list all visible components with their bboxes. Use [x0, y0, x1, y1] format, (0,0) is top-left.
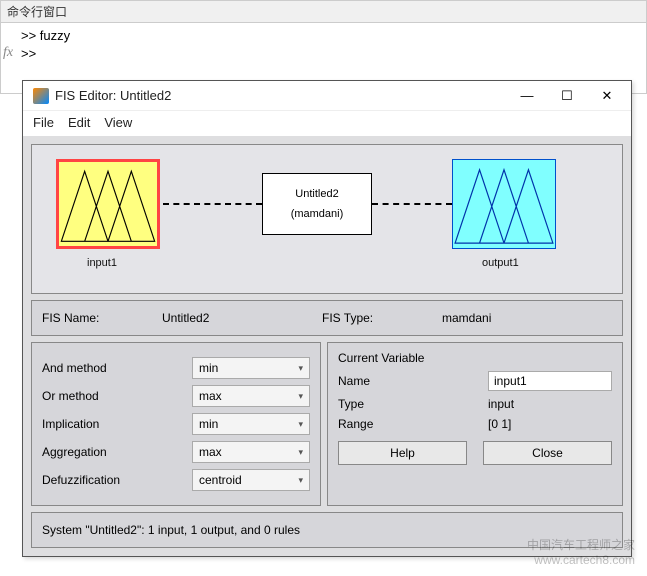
- connector-line: [163, 203, 262, 205]
- defuzz-label: Defuzzification: [42, 473, 192, 487]
- output-label: output1: [482, 257, 519, 269]
- menu-view[interactable]: View: [104, 115, 132, 130]
- var-type-label: Type: [338, 397, 488, 411]
- help-button[interactable]: Help: [338, 441, 467, 465]
- aggregation-label: Aggregation: [42, 445, 192, 459]
- defuzz-value: centroid: [199, 473, 242, 487]
- status-bar: System "Untitled2": 1 input, 1 output, a…: [31, 512, 623, 548]
- window-title: FIS Editor: Untitled2: [55, 88, 507, 103]
- chevron-down-icon: ▾: [298, 391, 303, 402]
- or-method-label: Or method: [42, 389, 192, 403]
- var-range-label: Range: [338, 417, 488, 431]
- implication-value: min: [199, 417, 218, 431]
- chevron-down-icon: ▾: [298, 363, 303, 374]
- and-method-label: And method: [42, 361, 192, 375]
- aggregation-value: max: [199, 445, 222, 459]
- command-window-title: 命令行窗口: [1, 1, 646, 23]
- fis-type-value: mamdani: [442, 311, 602, 325]
- or-method-select[interactable]: max ▾: [192, 385, 310, 407]
- chevron-down-icon: ▾: [298, 475, 303, 486]
- close-button[interactable]: Close: [483, 441, 612, 465]
- var-range-value: [0 1]: [488, 417, 511, 431]
- chevron-down-icon: ▾: [298, 419, 303, 430]
- client-area: Untitled2 (mamdani) input1 output1 FIS N…: [23, 136, 631, 556]
- fis-type-label: FIS Type:: [322, 311, 442, 325]
- minimize-button[interactable]: —: [507, 81, 547, 111]
- chevron-down-icon: ▾: [298, 447, 303, 458]
- menubar: File Edit View: [23, 111, 631, 136]
- rules-type: (mamdani): [291, 208, 344, 220]
- menu-file[interactable]: File: [33, 115, 54, 130]
- cmd-line: >> fuzzy: [21, 27, 638, 45]
- or-method-value: max: [199, 389, 222, 403]
- connector-line: [372, 203, 452, 205]
- and-method-select[interactable]: min ▾: [192, 357, 310, 379]
- input-mf-icon: [59, 162, 157, 246]
- cmd-line: >>: [21, 45, 638, 63]
- current-variable-title: Current Variable: [338, 351, 612, 365]
- current-variable-panel: Current Variable Name input1 Type input …: [327, 342, 623, 506]
- fis-editor-window: FIS Editor: Untitled2 — ☐ ✕ File Edit Vi…: [22, 80, 632, 557]
- fx-icon: fx: [3, 45, 13, 61]
- output-mf-icon: [453, 160, 555, 248]
- maximize-button[interactable]: ☐: [547, 81, 587, 111]
- and-method-value: min: [199, 361, 218, 375]
- var-type-value: input: [488, 397, 514, 411]
- fis-name-value: Untitled2: [162, 311, 322, 325]
- aggregation-select[interactable]: max ▾: [192, 441, 310, 463]
- var-name-label: Name: [338, 374, 488, 388]
- rules-title: Untitled2: [295, 188, 338, 200]
- defuzz-select[interactable]: centroid ▾: [192, 469, 310, 491]
- fis-info-row: FIS Name: Untitled2 FIS Type: mamdani: [31, 300, 623, 336]
- implication-select[interactable]: min ▾: [192, 413, 310, 435]
- matlab-icon: [33, 88, 49, 104]
- close-window-button[interactable]: ✕: [587, 81, 627, 111]
- input-label: input1: [87, 257, 117, 269]
- implication-label: Implication: [42, 417, 192, 431]
- var-name-input[interactable]: input1: [488, 371, 612, 391]
- methods-panel: And method min ▾ Or method max ▾ Implicati…: [31, 342, 321, 506]
- fis-name-label: FIS Name:: [42, 311, 162, 325]
- rules-node[interactable]: Untitled2 (mamdani): [262, 173, 372, 235]
- var-name-value: input1: [494, 374, 527, 388]
- input-node[interactable]: [56, 159, 160, 249]
- output-node[interactable]: [452, 159, 556, 249]
- titlebar[interactable]: FIS Editor: Untitled2 — ☐ ✕: [23, 81, 631, 111]
- fis-diagram: Untitled2 (mamdani) input1 output1: [31, 144, 623, 294]
- menu-edit[interactable]: Edit: [68, 115, 90, 130]
